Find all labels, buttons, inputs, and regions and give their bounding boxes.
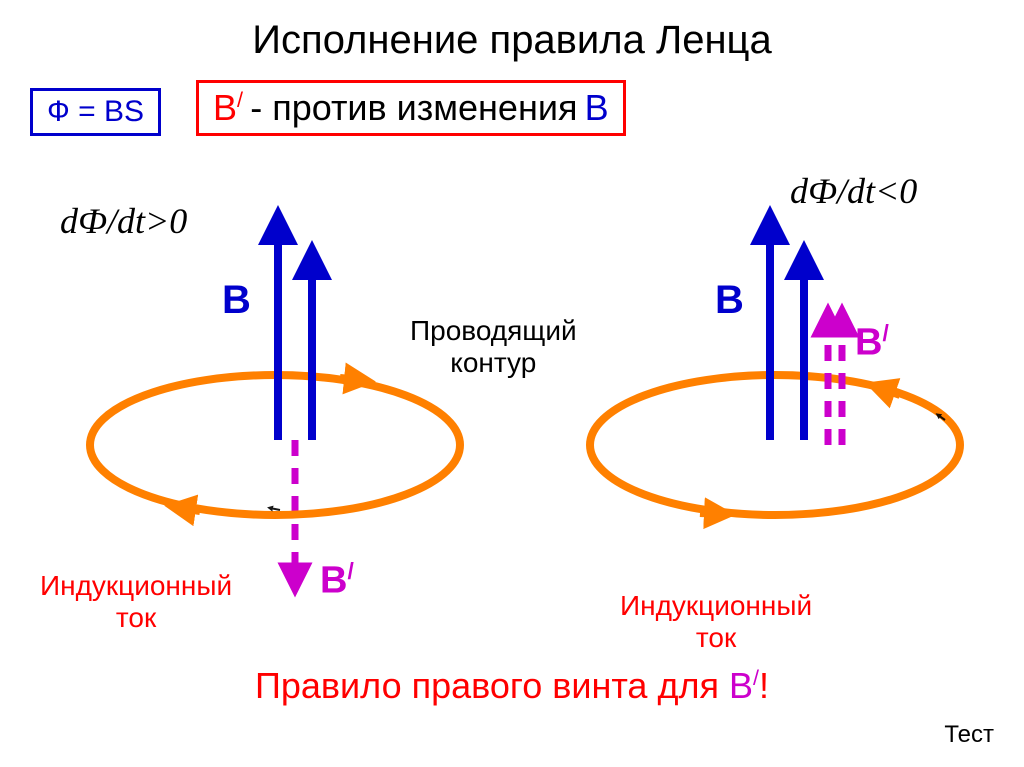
bprime-label-right: B/ [855,320,889,365]
bprime-label-left: B/ [320,558,354,603]
induction-label-left: Индукционный ток [40,570,232,634]
right-ring-group [590,225,960,515]
bottom-rule-prefix: Правило правого винта для [255,665,729,706]
induction-label-right: Индукционный ток [620,590,812,654]
b-label-left: B [222,278,251,323]
bottom-rule: Правило правого винта для B/! [0,665,1024,707]
bottom-rule-b: B/ [729,665,759,706]
diagram-svg [0,0,1024,767]
left-ring-group [90,225,460,580]
b-label-right: B [715,278,744,323]
bottom-rule-suffix: ! [759,665,769,706]
test-link[interactable]: Тест [944,721,994,749]
